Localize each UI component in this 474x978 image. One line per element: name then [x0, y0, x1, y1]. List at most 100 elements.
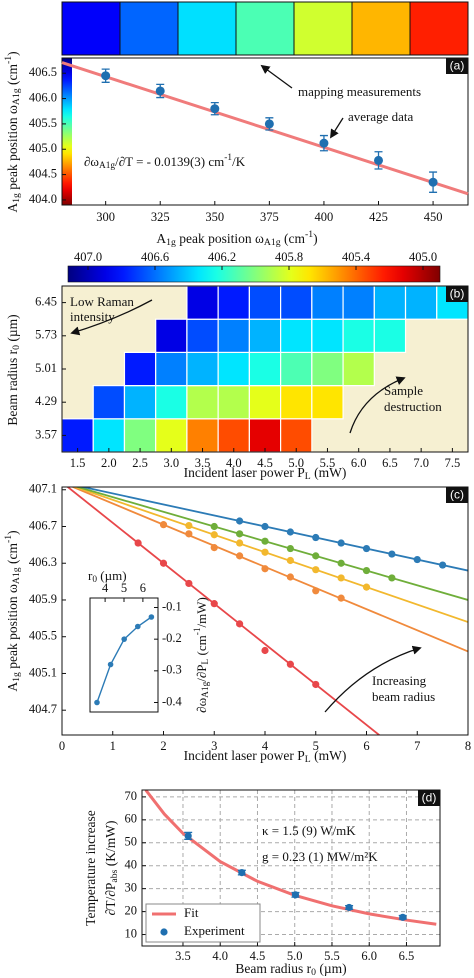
y-axis-label-part: A1g — [11, 567, 22, 584]
y-axis-label-part: A — [5, 682, 20, 692]
heatmap-cell — [280, 318, 313, 354]
inset-point — [121, 636, 127, 642]
data-point — [439, 561, 447, 569]
arrow — [260, 64, 293, 89]
data-point — [210, 531, 218, 539]
plot-frame — [61, 57, 469, 206]
y-tick-label: 5.73 — [35, 328, 57, 342]
x-tick-label: 1 — [110, 739, 116, 753]
x-tick-label: 4.0 — [212, 949, 228, 963]
panel-label-box — [418, 790, 440, 806]
inset-y-label-part: L — [201, 658, 211, 664]
y-tick-label: 405.5 — [29, 116, 57, 130]
y-tick-label: 70 — [125, 789, 138, 803]
y-tick-label: 20 — [125, 903, 138, 917]
y-axis-label: Beam radius r0 (µm) — [5, 314, 22, 425]
heatmap-cell — [342, 351, 375, 387]
y-axis-label: Temperature increase — [83, 810, 98, 926]
map-tile — [235, 1, 295, 56]
data-point — [238, 868, 246, 877]
x-tick-label: 3 — [211, 739, 217, 753]
x-tick-label: 0 — [59, 739, 65, 753]
heatmap-cell — [373, 318, 407, 354]
colorbar-tick-label: 405.0 — [409, 250, 437, 264]
heatmap-cell — [311, 385, 344, 420]
x-tick-label: 8 — [465, 739, 471, 753]
x-tick-label: 5.5 — [320, 456, 336, 470]
annotation: beam radius — [372, 689, 435, 704]
y-tick-label: 10 — [125, 926, 138, 940]
data-point — [210, 104, 220, 114]
data-point — [101, 71, 111, 81]
heatmap-cell — [311, 318, 344, 354]
map-tile — [119, 1, 179, 56]
y-tick-label: 30 — [125, 881, 138, 895]
colorbar-label-part: peak position ω — [176, 231, 264, 246]
heatmap-cell — [186, 285, 219, 320]
inset-point — [134, 623, 141, 630]
data-point — [155, 86, 165, 96]
annotation: Sample — [384, 383, 423, 398]
y-axis-label-part: A1g — [11, 88, 22, 105]
map-tile — [351, 1, 411, 56]
colorbar-label-part: ) — [313, 231, 318, 246]
slope-text-part: A1g — [99, 161, 115, 171]
data-point — [337, 539, 345, 547]
y-axis-label: A1g peak position ωA1g (cm-1) — [3, 51, 22, 212]
annotation: Increasing — [372, 673, 427, 688]
data-point — [159, 559, 168, 567]
data-point — [286, 556, 294, 565]
x-axis-label-part: Incident laser power P — [184, 748, 305, 763]
heatmap-cell — [186, 318, 219, 354]
y-axis-label-part: (cm — [5, 64, 20, 89]
x-tick-label: 5.0 — [287, 949, 303, 963]
y-axis-label-part: A — [5, 203, 20, 213]
x-axis-label-part: Incident laser power P — [184, 465, 305, 480]
x-tick-label: 2 — [160, 739, 166, 753]
data-point — [319, 138, 329, 148]
x-tick-label: 6.0 — [351, 456, 367, 470]
colorbar-label: A1g peak position ωA1g (cm-1) — [156, 229, 317, 248]
y-tick-label: 406.7 — [29, 518, 57, 532]
legend-swatch — [160, 928, 168, 936]
heatmap-cell — [217, 318, 250, 354]
x-tick-label: 5.5 — [324, 949, 340, 963]
data-point — [185, 579, 193, 588]
colorbar — [67, 265, 441, 283]
data-point — [261, 548, 269, 556]
data-point — [236, 530, 244, 538]
x-tick-label: 300 — [96, 210, 115, 224]
inset-x-label: r0 (µm) — [88, 568, 127, 585]
x-axis-label-part: 0 — [311, 967, 316, 978]
heatmap-cell — [373, 285, 407, 320]
heatmap-cell — [186, 418, 219, 453]
y-tick-label: -0.1 — [162, 599, 182, 613]
x-tick-label: 4 — [262, 739, 269, 753]
series-layer — [144, 790, 437, 926]
inset-y-label-part: (cm — [194, 635, 209, 658]
y-axis-label-part: peak position ω — [5, 105, 20, 193]
x-tick-label: 4.5 — [250, 949, 266, 963]
panel-label-box — [446, 487, 468, 503]
data-point — [312, 680, 320, 689]
x-tick-label: 6.5 — [382, 456, 398, 470]
x-tick-label: 6 — [140, 581, 146, 595]
y-axis-label-part: (µm) — [5, 314, 20, 345]
panel-label: (b) — [450, 287, 465, 301]
arrow — [324, 645, 422, 713]
heatmap-cell — [155, 418, 188, 453]
y-tick-label: 4.29 — [35, 394, 57, 408]
data-point — [261, 537, 269, 545]
inset-y-label-part: /∂P — [194, 664, 209, 681]
colorbar-label-part: 1g — [166, 237, 176, 248]
heatmap-cell — [217, 385, 250, 420]
colorbar-label-part: -1 — [305, 229, 313, 240]
data-point — [236, 620, 244, 628]
heatmap-cell — [280, 285, 313, 320]
heatmap-cell — [123, 418, 157, 453]
legend-label: Experiment — [184, 923, 245, 938]
heatmap-cell — [280, 385, 313, 420]
inset-y-label: ∂ωA1g/∂PL (cm-1/mW) — [193, 597, 211, 713]
x-tick-label: 4.0 — [226, 456, 242, 470]
